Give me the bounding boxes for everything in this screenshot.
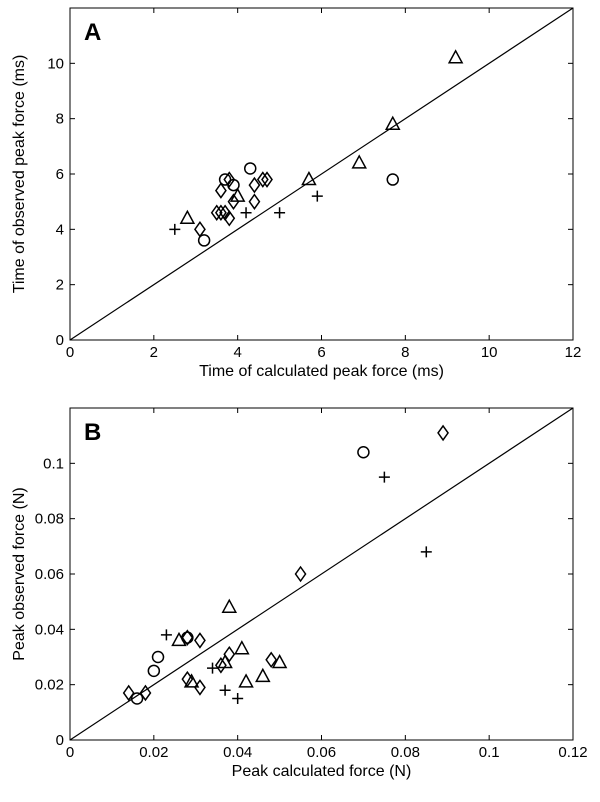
diamond-marker — [210, 204, 223, 222]
diamond-marker — [214, 657, 227, 674]
x-tick-label: 12 — [565, 344, 582, 361]
diamond-marker — [294, 565, 307, 583]
diamond-marker — [227, 193, 240, 210]
y-tick-label: 10 — [47, 55, 64, 72]
circle-marker — [197, 234, 211, 247]
diamond-marker — [248, 176, 261, 194]
circle-marker — [130, 692, 144, 705]
triangle-marker — [238, 673, 254, 688]
circle-marker — [147, 664, 161, 678]
triangle-marker — [271, 653, 288, 669]
circle-marker — [151, 650, 165, 664]
y-axis-label: Time of observed peak force (ms) — [11, 55, 28, 294]
circle-marker — [243, 162, 257, 175]
diamond-marker — [265, 651, 278, 669]
diamond-marker — [194, 221, 206, 238]
y-tick-label: 0.04 — [35, 621, 64, 638]
diamond-marker — [214, 204, 227, 222]
triangle-marker — [221, 598, 238, 613]
diamond-marker — [223, 645, 236, 663]
diamond-marker — [261, 171, 273, 188]
diamond-marker — [181, 629, 194, 646]
panel-letter: A — [84, 19, 101, 46]
y-tick-label: 6 — [56, 166, 64, 183]
y-tick-label: 0.08 — [35, 511, 64, 528]
x-tick-label: 2 — [150, 344, 158, 361]
triangle-marker — [171, 631, 187, 647]
diamond-marker — [181, 670, 194, 688]
identity-line — [69, 7, 574, 341]
x-axis-label: Peak calculated force (N) — [232, 763, 412, 780]
plus-marker — [274, 207, 286, 219]
triangle-marker — [384, 115, 401, 130]
diamond-marker — [437, 424, 449, 442]
plus-marker — [240, 207, 252, 219]
circle-marker — [386, 173, 400, 186]
diamond-marker — [194, 632, 206, 649]
plus-marker — [420, 546, 432, 558]
y-tick-label: 0.02 — [35, 677, 64, 694]
plus-marker — [160, 629, 172, 641]
panel-a: 0 2 4 6 8 10 12 0 2 4 6 8 10 Time of calculated peak … — [11, 7, 582, 380]
x-tick-label: 0.02 — [139, 744, 168, 761]
diamond-marker — [248, 193, 261, 210]
triangle-marker — [447, 49, 464, 64]
y-tick-label: 8 — [56, 111, 64, 128]
diamond-marker — [139, 684, 152, 702]
y-tick-label: 2 — [56, 277, 64, 294]
x-axis-label: Time of calculated peak force (ms) — [199, 363, 444, 380]
triangle-marker — [234, 640, 250, 655]
diamond-marker — [256, 171, 269, 188]
diamond-marker — [194, 679, 206, 696]
y-tick-label: 0 — [56, 732, 64, 749]
y-tick-label: 4 — [56, 221, 64, 238]
x-tick-label: 0.1 — [479, 744, 500, 761]
plus-marker — [219, 684, 231, 696]
x-tick-label: 0.06 — [307, 744, 336, 761]
plus-marker — [232, 693, 244, 704]
x-tick-label: 0.04 — [223, 744, 252, 761]
triangle-marker — [255, 667, 271, 683]
x-tick-label: 10 — [481, 344, 498, 361]
panel-letter: B — [84, 419, 101, 446]
y-tick-label: 0.06 — [35, 566, 64, 583]
x-tick-label: 0 — [66, 344, 74, 361]
y-tick-label: 0 — [56, 332, 64, 349]
plus-marker — [311, 190, 323, 202]
x-tick-label: 0.08 — [391, 744, 420, 761]
x-tick-label: 0 — [66, 744, 74, 761]
plus-marker — [378, 471, 390, 483]
y-tick-label: 0.1 — [43, 455, 64, 472]
diamond-marker — [223, 171, 236, 188]
triangle-marker — [179, 209, 196, 225]
y-axis-label: Peak observed force (N) — [11, 487, 28, 660]
circle-marker — [357, 446, 370, 459]
triangle-marker — [301, 170, 317, 186]
panel-b: 0 0.02 0.04 0.06 0.08 0.1 0.12 0 0.02 0.04 0.06 0.0… — [11, 407, 588, 780]
x-tick-label: 4 — [233, 344, 241, 361]
triangle-marker — [183, 673, 200, 688]
x-tick-label: 8 — [401, 344, 409, 361]
plus-marker — [207, 662, 219, 674]
x-tick-label: 0.12 — [558, 744, 587, 761]
x-tick-label: 6 — [317, 344, 325, 361]
plus-marker — [169, 223, 181, 235]
triangle-marker — [351, 154, 367, 169]
identity-line — [69, 407, 574, 741]
diamond-marker — [223, 209, 236, 227]
diamond-marker — [122, 684, 135, 702]
diamond-marker — [214, 182, 227, 199]
